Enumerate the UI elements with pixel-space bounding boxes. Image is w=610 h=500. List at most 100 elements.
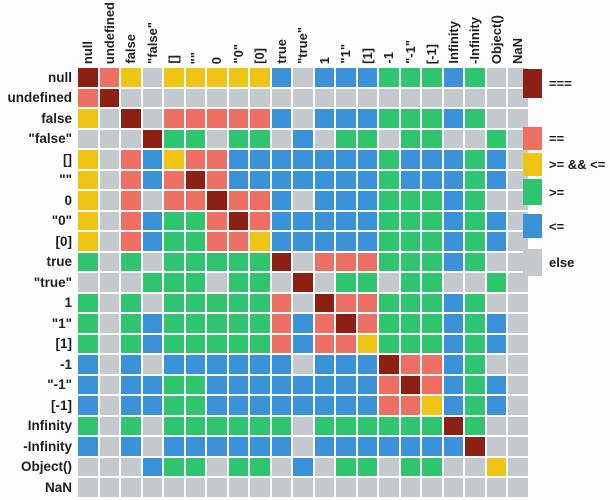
- matrix-cell: [379, 375, 399, 394]
- matrix-cell: [422, 191, 442, 210]
- row-header: -1: [0, 354, 77, 375]
- legend-item: else: [523, 249, 605, 276]
- row-header: NaN: [0, 477, 77, 498]
- row-header: "-1": [0, 375, 77, 396]
- col-header: 1: [314, 0, 336, 67]
- matrix-cell: [465, 109, 485, 128]
- matrix-cell: [357, 211, 377, 230]
- col-header: Object(): [486, 0, 508, 67]
- col-header: false: [120, 0, 142, 67]
- matrix-cell: [336, 416, 356, 435]
- matrix-cell: [228, 191, 248, 210]
- matrix-cell: [336, 478, 356, 497]
- matrix-cell: [78, 437, 98, 456]
- matrix-cell: [486, 375, 506, 394]
- matrix-cell: [400, 314, 420, 333]
- matrix-cell: [185, 232, 205, 251]
- matrix-cell: [207, 273, 227, 292]
- legend: === == >= && <= >= <= else: [523, 69, 605, 276]
- matrix-cell: [486, 232, 506, 251]
- matrix-cell: [314, 478, 334, 497]
- matrix-cell: [508, 273, 528, 292]
- matrix-cell: [185, 211, 205, 230]
- matrix-cell: [250, 355, 270, 374]
- row-header: Infinity: [0, 416, 77, 437]
- matrix-cell: [422, 88, 442, 107]
- matrix-cell: [250, 170, 270, 189]
- col-header-label: NaN: [510, 37, 526, 64]
- matrix-cell: [185, 252, 205, 271]
- matrix-cell: [508, 396, 528, 415]
- matrix-cell: [400, 437, 420, 456]
- matrix-cell: [78, 314, 98, 333]
- matrix-cell: [508, 293, 528, 312]
- matrix-cell: [357, 355, 377, 374]
- matrix-cell: [443, 170, 463, 189]
- matrix-cell: [379, 150, 399, 169]
- row-header-label: [0]: [55, 233, 73, 249]
- matrix-cell: [357, 232, 377, 251]
- matrix-cell: [121, 416, 141, 435]
- matrix-cell: [293, 68, 313, 87]
- legend-label: >= && <=: [549, 157, 606, 172]
- row-header-label: "true": [33, 274, 72, 290]
- matrix-cell: [314, 109, 334, 128]
- matrix-cell: [99, 437, 119, 456]
- matrix-cell: [164, 273, 184, 292]
- matrix-cell: [185, 191, 205, 210]
- matrix-cell: [271, 396, 291, 415]
- matrix-cell: [422, 457, 442, 476]
- matrix-cell: [228, 457, 248, 476]
- matrix-cell: [379, 457, 399, 476]
- matrix-cell: [336, 150, 356, 169]
- matrix-cell: [465, 211, 485, 230]
- matrix-cell: [465, 355, 485, 374]
- matrix-cell: [121, 355, 141, 374]
- matrix-cell: [400, 232, 420, 251]
- matrix-cell: [228, 375, 248, 394]
- col-header-label: undefined: [101, 1, 117, 64]
- matrix-cell: [207, 314, 227, 333]
- legend-label: <=: [549, 218, 565, 234]
- matrix-cell: [336, 334, 356, 353]
- matrix-cell: [207, 334, 227, 353]
- col-header: 0: [206, 0, 228, 67]
- matrix-cell: [443, 314, 463, 333]
- matrix-cell: [508, 334, 528, 353]
- matrix-cell: [443, 68, 463, 87]
- matrix-cell: [379, 252, 399, 271]
- matrix-cell: [121, 150, 141, 169]
- col-header-label: "true": [295, 27, 311, 64]
- matrix-cell: [142, 375, 162, 394]
- matrix-cell: [379, 437, 399, 456]
- matrix-cell: [314, 334, 334, 353]
- matrix-cell: [164, 437, 184, 456]
- matrix-cell: [508, 355, 528, 374]
- col-header: null: [77, 0, 99, 67]
- matrix-cell: [99, 232, 119, 251]
- matrix-cell: [99, 314, 119, 333]
- matrix-cell: [78, 211, 98, 230]
- matrix-cell: [293, 88, 313, 107]
- matrix-cell: [164, 170, 184, 189]
- matrix-cell: [357, 88, 377, 107]
- matrix-cell: [486, 355, 506, 374]
- col-header-label: "1": [338, 44, 354, 64]
- matrix-cell: [357, 334, 377, 353]
- matrix-cell: [142, 232, 162, 251]
- col-header: "1": [335, 0, 357, 67]
- matrix-cell: [271, 416, 291, 435]
- matrix-cell: [443, 129, 463, 148]
- matrix-cell: [228, 150, 248, 169]
- col-header: true: [271, 0, 293, 67]
- legend-item: ==: [523, 127, 605, 150]
- matrix-cell: [508, 170, 528, 189]
- matrix-cell: [465, 437, 485, 456]
- legend-swatch: [523, 153, 542, 176]
- matrix-cell: [228, 273, 248, 292]
- matrix-cell: [207, 478, 227, 497]
- col-header-label: -1: [381, 52, 397, 64]
- matrix-cell: [422, 416, 442, 435]
- matrix-cell: [400, 191, 420, 210]
- matrix-cell: [422, 109, 442, 128]
